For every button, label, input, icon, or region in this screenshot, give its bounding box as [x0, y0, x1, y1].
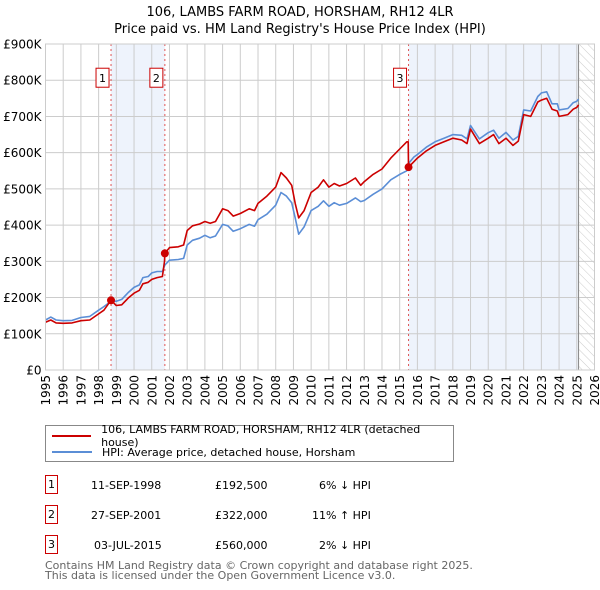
x-tick-label: 2000 [128, 375, 142, 406]
transaction-number: 1 [45, 475, 58, 494]
transaction-row: 2 27-SEP-2001 £322,000 11% ↑ HPI [45, 505, 465, 525]
legend-item-property: 106, LAMBS FARM ROAD, HORSHAM, RH12 4LR … [52, 423, 453, 449]
x-tick-label: 2020 [482, 375, 496, 406]
transaction-number: 3 [45, 535, 58, 554]
x-tick-label: 1996 [57, 375, 71, 406]
sale-label: 3 [397, 72, 404, 85]
x-tick-label: 2005 [216, 375, 230, 406]
title-subtitle: Price paid vs. HM Land Registry's House … [114, 22, 486, 37]
x-tick-label: 2014 [375, 375, 389, 406]
x-tick-label: 2018 [446, 375, 460, 406]
transaction-date: 03-JUL-2015 [94, 539, 162, 552]
y-tick-label: £200K [3, 291, 43, 305]
sale-marker [107, 296, 116, 305]
x-tick-label: 2025 [570, 375, 584, 406]
y-tick-label: £0 [26, 364, 41, 378]
x-tick-label: 2019 [464, 375, 478, 406]
hpi-line [45, 91, 580, 322]
x-tick-label: 2021 [499, 375, 513, 406]
x-tick-label: 2004 [198, 375, 212, 406]
transaction-hpi-diff: 2% ↓ HPI [319, 539, 371, 552]
x-tick-label: 2016 [411, 375, 425, 406]
price-chart: £0 £100K £200K £300K £400K £500K £600K £700K £80… [3, 38, 600, 406]
x-tick-label: 2008 [269, 375, 283, 406]
footer: Contains HM Land Registry data © Crown c… [45, 559, 473, 582]
x-tick-label: 2023 [535, 375, 549, 406]
x-tick-label: 2002 [163, 375, 177, 406]
y-tick-label: £600K [3, 146, 43, 160]
x-tick-label: 1997 [74, 375, 88, 406]
chart-title: 106, LAMBS FARM ROAD, HORSHAM, RH12 4LR … [0, 4, 600, 38]
y-tick-label: £300K [3, 255, 43, 269]
y-tick-label: £100K [3, 327, 43, 341]
transaction-row: 3 03-JUL-2015 £560,000 2% ↓ HPI [45, 535, 465, 555]
x-tick-label: 1999 [110, 375, 124, 406]
transaction-price: £560,000 [215, 539, 268, 552]
legend-label-hpi: HPI: Average price, detached house, Hors… [102, 445, 356, 459]
y-tick-label: £900K [3, 38, 43, 52]
x-tick-label: 2011 [322, 375, 336, 406]
x-tick-label: 2013 [358, 375, 372, 406]
legend-label-property: 106, LAMBS FARM ROAD, HORSHAM, RH12 4LR … [101, 423, 421, 449]
x-tick-label: 2022 [517, 375, 531, 406]
footer-copyright: Contains HM Land Registry data © Crown c… [45, 559, 473, 572]
x-tick-label: 2012 [340, 375, 354, 406]
x-tick-label: 1998 [92, 375, 106, 406]
footer-licence: This data is licensed under the Open Gov… [45, 569, 396, 582]
x-tick-label: 2010 [305, 375, 319, 406]
x-tick-label: 2017 [429, 375, 443, 406]
x-tick-label: 1995 [39, 375, 53, 406]
sale-marker [160, 249, 169, 258]
x-tick-label: 2015 [393, 375, 407, 406]
sale-label-box [95, 67, 110, 88]
sale-marker [404, 163, 413, 172]
x-tick-label: 2006 [234, 375, 248, 406]
legend-swatch-blue [52, 451, 92, 453]
y-tick-label: £700K [3, 110, 43, 124]
transaction-price: £322,000 [215, 509, 268, 522]
transaction-price: £192,500 [215, 479, 268, 492]
transaction-number: 2 [45, 505, 58, 524]
y-tick-label: £500K [3, 182, 43, 196]
sale-label-box [149, 67, 164, 88]
transaction-date: 27-SEP-2001 [91, 509, 162, 522]
x-tick-label: 2026 [588, 375, 600, 406]
transaction-date: 11-SEP-1998 [91, 479, 162, 492]
forecast-hatch [578, 44, 595, 370]
transaction-hpi-diff: 11% ↑ HPI [312, 509, 371, 522]
x-tick-label: 2009 [287, 375, 301, 406]
x-tick-label: 2024 [553, 375, 567, 406]
transaction-row: 1 11-SEP-1998 £192,500 6% ↓ HPI [45, 475, 465, 495]
legend-item-hpi: HPI: Average price, detached house, Hors… [52, 444, 355, 460]
title-address: 106, LAMBS FARM ROAD, HORSHAM, RH12 4LR [146, 5, 454, 20]
property-price-line [45, 97, 580, 325]
sale-period-shade [408, 44, 579, 370]
plot-border [45, 43, 595, 371]
x-tick-label: 2003 [181, 375, 195, 406]
sale-period-shade [111, 44, 165, 370]
y-tick-label: £400K [3, 219, 43, 233]
sale-label: 2 [153, 72, 160, 85]
legend: 106, LAMBS FARM ROAD, HORSHAM, RH12 4LR … [45, 423, 454, 462]
transaction-hpi-diff: 6% ↓ HPI [319, 479, 371, 492]
sale-label-box [393, 67, 408, 88]
x-tick-label: 2001 [145, 375, 159, 406]
x-tick-label: 2007 [252, 375, 266, 406]
sale-label: 1 [99, 72, 106, 85]
y-tick-label: £800K [3, 74, 43, 88]
legend-swatch-red [52, 435, 92, 437]
